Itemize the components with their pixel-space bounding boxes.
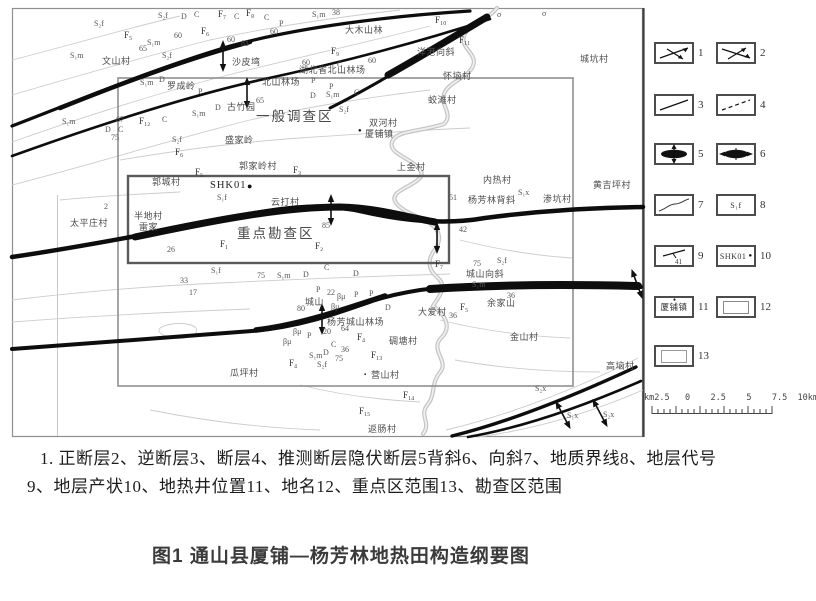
legend-item-normal-fault: 1 — [654, 42, 704, 64]
legend-number: 11 — [698, 301, 709, 313]
scale-bar-text: km2.5 0 2.5 5 7.5 10km — [644, 393, 816, 403]
fault-line — [426, 281, 642, 293]
fault-line — [384, 13, 491, 79]
legend-number: 5 — [698, 148, 704, 160]
legend-number: 6 — [760, 148, 766, 160]
legend-item-reverse-fault: 2 — [716, 42, 766, 64]
anticline-icon — [654, 143, 694, 165]
legend-number: 1 — [698, 47, 704, 59]
scale-bar-ruler — [651, 406, 773, 414]
place-dot-icon: ● — [673, 297, 677, 303]
legend-item-place-name: ● 厦铺镇 11 — [654, 296, 709, 318]
legend-item-stratum-code: S₁f 8 — [716, 194, 766, 216]
attitude-icon: 41 — [654, 245, 694, 267]
well-id-text: SHK01 — [719, 251, 747, 261]
legend-item-inferred-fault: 4 — [716, 94, 766, 116]
legend-item-fault: 3 — [654, 94, 704, 116]
geological-boundary-icon — [654, 194, 694, 216]
legend-item-key-area: 12 — [716, 296, 771, 318]
stratum-code-text: S₁f — [730, 200, 742, 210]
legend-item-attitude: 41 9 — [654, 245, 704, 267]
caption-line-2: 9、地层产状10、地热井位置11、地名12、重点区范围13、勘查区范围 — [27, 477, 563, 496]
legend-number: 8 — [760, 199, 766, 211]
legend-item-anticline: 5 — [654, 143, 704, 165]
figure-title: 图1 通山县厦铺—杨芳林地热田构造纲要图 — [152, 546, 530, 567]
fold-axis-arrow — [219, 39, 227, 73]
fault-line-main — [131, 203, 439, 241]
legend-item-geothermal-well: SHK01 ● 10 — [716, 245, 771, 267]
legend-number: 2 — [760, 47, 766, 59]
fault-line — [466, 379, 643, 439]
fault-line — [57, 39, 253, 111]
svg-text:41: 41 — [675, 258, 683, 266]
legend-number: 3 — [698, 99, 704, 111]
fault-line — [10, 17, 492, 158]
legend-item-geological-boundary: 7 — [654, 194, 704, 216]
legend-number: 7 — [698, 199, 704, 211]
fault-line-main — [9, 204, 646, 260]
legend-number: 10 — [760, 250, 771, 262]
place-name-text: 厦铺镇 — [660, 302, 688, 312]
legend-number: 4 — [760, 99, 766, 111]
legend-number: 9 — [698, 250, 704, 262]
survey-area-icon — [654, 345, 694, 367]
legend-item-survey-area: 13 — [654, 345, 709, 367]
fault-line — [253, 293, 388, 333]
key-area-icon — [716, 296, 756, 318]
inferred-fault-icon — [716, 94, 756, 116]
legend-number: 13 — [698, 350, 709, 362]
river-highlight — [390, 7, 498, 435]
syncline-icon — [716, 143, 756, 165]
place-name-sample: ● 厦铺镇 — [654, 296, 694, 318]
caption-line-1: 1. 正断层2、逆断层3、断层4、推测断层隐伏断层5背斜6、向斜7、地质界线8、… — [40, 449, 717, 468]
geothermal-well-sample: SHK01 ● — [716, 245, 756, 267]
legend-number: 12 — [760, 301, 771, 313]
stratum-code-sample: S₁f — [716, 194, 756, 216]
fault-line — [450, 365, 638, 438]
survey-area-rect — [117, 77, 574, 387]
fault-icon — [654, 94, 694, 116]
map-frame — [11, 7, 644, 438]
legend-item-syncline: 6 — [716, 143, 766, 165]
well-dot-icon: ● — [748, 253, 753, 259]
reverse-fault-icon — [716, 42, 756, 64]
normal-fault-icon — [654, 42, 694, 64]
